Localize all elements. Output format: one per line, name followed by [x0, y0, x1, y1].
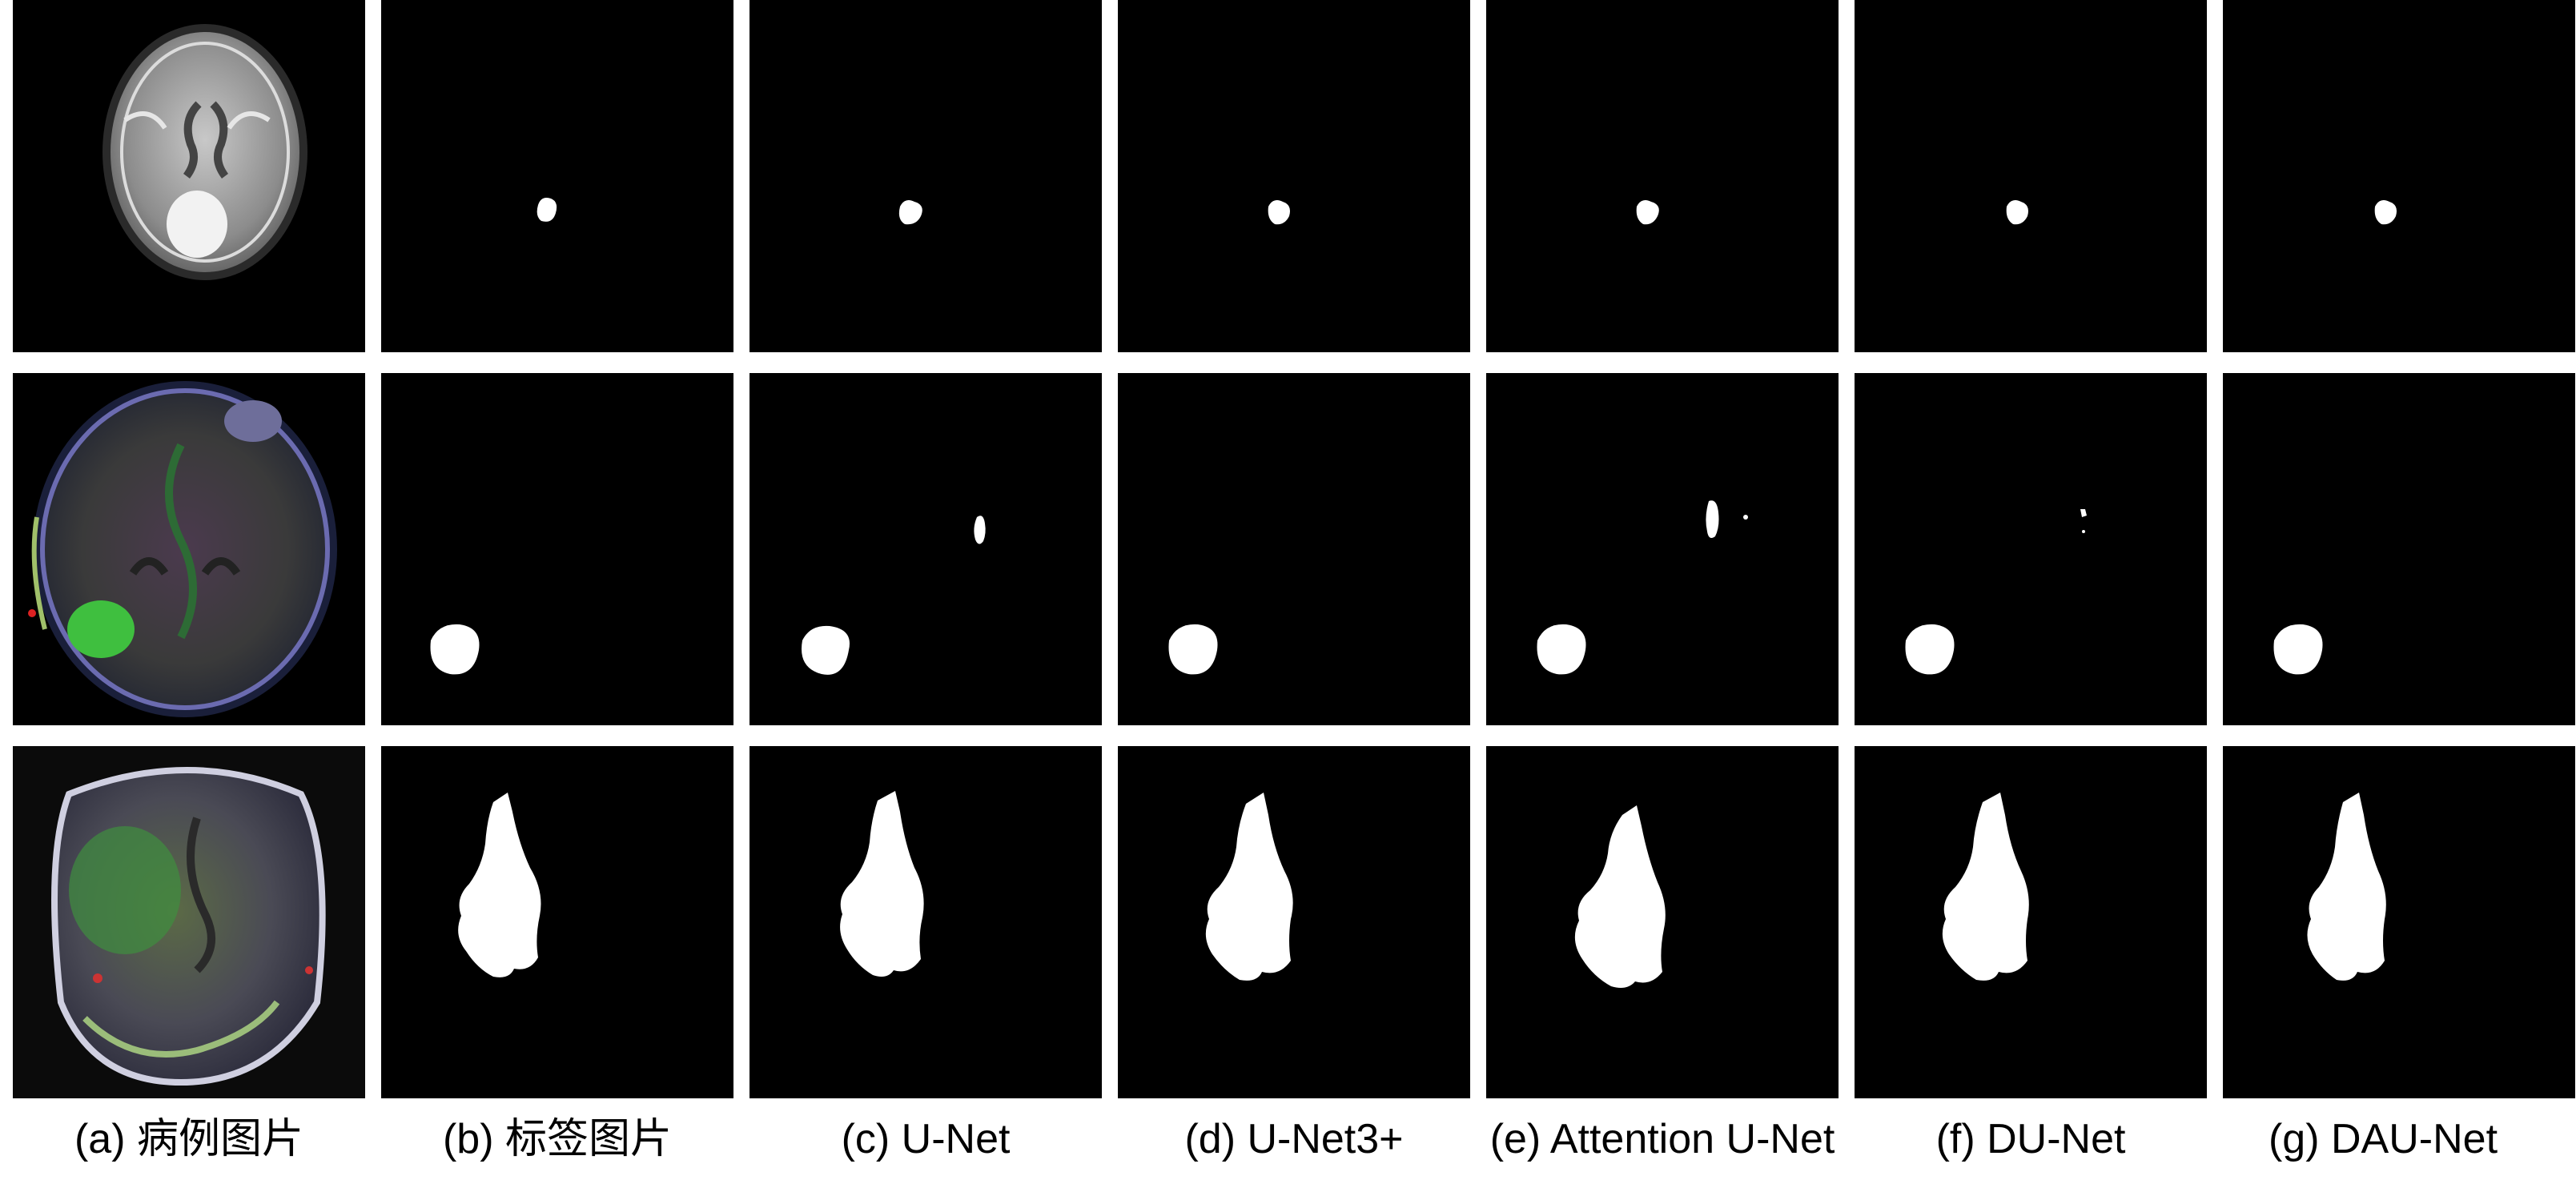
caption-a: (a) 病例图片	[74, 1116, 303, 1162]
row3-attention-unet-mask	[1486, 746, 1839, 1098]
row2-dau-net-mask	[2223, 373, 2575, 725]
row3-case-image	[13, 746, 365, 1098]
row2-case-image	[13, 373, 365, 725]
row1-case-image	[13, 0, 365, 352]
caption-c: (c) U-Net	[841, 1116, 1011, 1162]
row3-unet3plus-mask	[1118, 746, 1470, 1098]
row2-unet3plus-mask	[1118, 373, 1470, 725]
caption-d: (d) U-Net3+	[1184, 1116, 1404, 1162]
row1-unet-mask	[749, 0, 1102, 352]
row1-du-net-mask	[1855, 0, 2207, 352]
row1-attention-unet-mask	[1486, 0, 1839, 352]
row1-dau-net-mask	[2223, 0, 2575, 352]
row3-dau-net-mask	[2223, 746, 2575, 1098]
caption-b: (b) 标签图片	[442, 1116, 672, 1162]
row3-du-net-mask	[1855, 746, 2207, 1098]
row3-label-mask	[381, 746, 733, 1098]
row2-attention-unet-mask	[1486, 373, 1839, 725]
row1-unet3plus-mask	[1118, 0, 1470, 352]
row2-du-net-mask	[1855, 373, 2207, 725]
caption-g: (g) DAU-Net	[2268, 1116, 2498, 1162]
caption-e: (e) Attention U-Net	[1489, 1116, 1835, 1162]
row2-label-mask	[381, 373, 733, 725]
row3-unet-mask	[749, 746, 1102, 1098]
row1-label-mask	[381, 0, 733, 352]
row2-unet-mask	[749, 373, 1102, 725]
caption-f: (f) DU-Net	[1935, 1116, 2126, 1162]
